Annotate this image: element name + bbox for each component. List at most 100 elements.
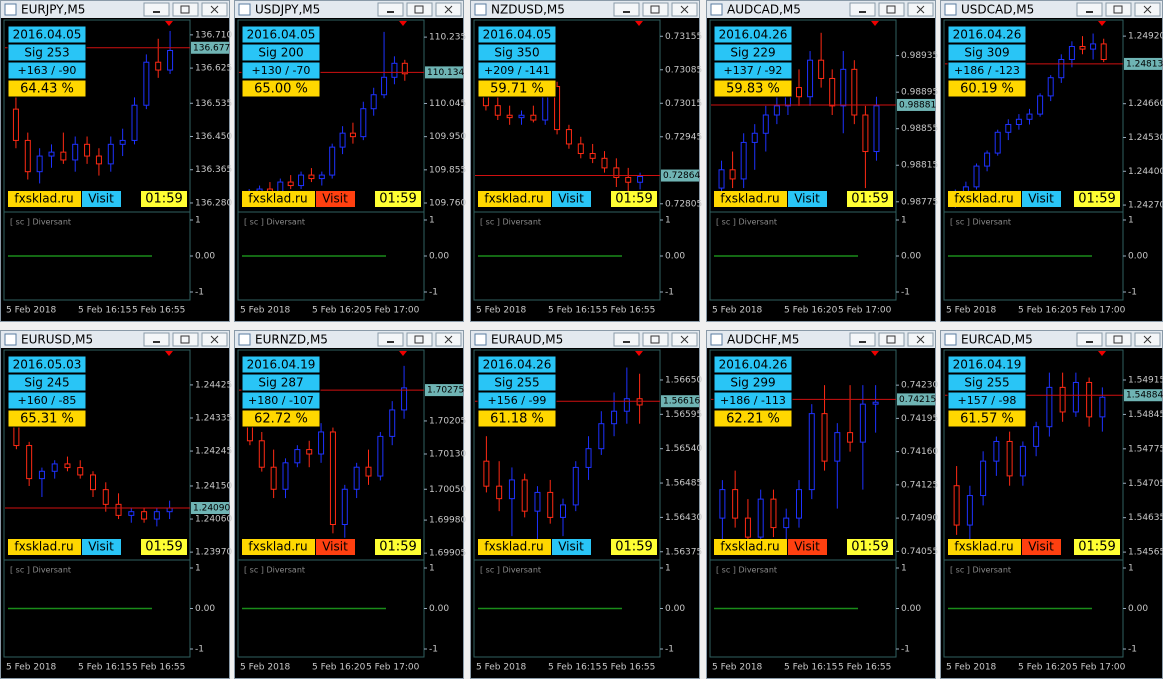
visit-button-box[interactable] — [316, 539, 355, 555]
timer: 01:59 — [1078, 192, 1115, 207]
signal-ratio: +137 / -92 — [724, 64, 783, 77]
candle-body — [64, 463, 71, 469]
maximize-button[interactable] — [172, 2, 199, 17]
candle-body — [287, 181, 294, 187]
candle-body — [1006, 440, 1013, 477]
signal-ratio-box — [947, 61, 1027, 80]
minimize-button[interactable] — [1076, 2, 1103, 17]
candle-body — [757, 498, 764, 538]
minimize-button[interactable] — [849, 2, 876, 17]
window-title: EURUSD,M5 — [21, 333, 93, 347]
y-tick-label: 1.56540 — [665, 444, 702, 454]
candle-body — [38, 470, 45, 480]
indicator-tick-label: -1 — [429, 645, 438, 655]
visit-button-box[interactable] — [1022, 539, 1061, 555]
visit-button[interactable]: Visit — [1028, 192, 1054, 206]
maximize-button[interactable] — [172, 332, 199, 347]
visit-button[interactable]: Visit — [322, 192, 348, 206]
candle-body — [994, 131, 1001, 154]
maximize-button[interactable] — [406, 2, 433, 17]
signal-ratio-box — [7, 61, 87, 80]
time-label: 5 Feb 16:15 — [78, 663, 131, 673]
timer: 01:59 — [851, 192, 888, 207]
candle-body — [84, 143, 91, 157]
site-box — [478, 539, 551, 555]
candle-body — [298, 174, 305, 187]
maximize-icon — [886, 335, 896, 344]
visit-button[interactable]: Visit — [558, 540, 584, 554]
visit-button-box[interactable] — [788, 191, 827, 207]
visit-button[interactable]: Visit — [322, 540, 348, 554]
signal-ratio: +157 / -98 — [958, 394, 1017, 407]
maximize-button[interactable] — [642, 2, 669, 17]
visit-button-box[interactable] — [82, 539, 121, 555]
time-label: 5 Feb 16:20 — [784, 306, 838, 316]
time-label: 5 Feb 2018 — [6, 663, 57, 673]
chart-shift-marker — [871, 21, 879, 26]
signal-date-box — [947, 355, 1027, 374]
window-icon — [474, 333, 487, 346]
price-label-box — [661, 169, 699, 182]
y-tick-label: 1.56430 — [665, 513, 702, 523]
candle-body — [360, 108, 367, 138]
chart-border — [3, 19, 191, 301]
maximize-button[interactable] — [1105, 332, 1132, 347]
visit-button[interactable]: Visit — [88, 192, 114, 206]
visit-button[interactable]: Visit — [558, 192, 584, 206]
signal-date: 2016.04.26 — [483, 358, 552, 372]
candle-body — [72, 143, 79, 161]
candle-body — [611, 410, 618, 425]
y-tick-label: 1.54705 — [1128, 479, 1163, 489]
visit-button[interactable]: Visit — [88, 540, 114, 554]
minimize-button[interactable] — [613, 2, 640, 17]
maximize-button[interactable] — [642, 332, 669, 347]
maximize-button[interactable] — [406, 332, 433, 347]
candle-body — [598, 423, 605, 450]
minimize-button[interactable] — [1076, 332, 1103, 347]
minimize-button[interactable] — [143, 332, 170, 347]
maximize-button[interactable] — [1105, 2, 1132, 17]
candle-body — [381, 76, 388, 96]
signal-count-box — [241, 373, 321, 392]
candle-body — [1090, 43, 1097, 50]
maximize-button[interactable] — [878, 332, 905, 347]
site-link: fxsklad.ru — [484, 540, 543, 554]
signal-percent: 61.57 % — [960, 412, 1014, 427]
visit-button[interactable]: Visit — [1028, 540, 1054, 554]
chart-border — [237, 19, 425, 301]
candle-body — [48, 151, 55, 157]
visit-button[interactable]: Visit — [794, 540, 820, 554]
signal-count: Sig 309 — [964, 46, 1009, 60]
candle-body — [518, 114, 525, 119]
minimize-button[interactable] — [849, 332, 876, 347]
y-tick-label: 0.74160 — [901, 447, 938, 457]
visit-button-box[interactable] — [552, 191, 591, 207]
candle-body — [389, 409, 396, 437]
visit-button-box[interactable] — [316, 191, 355, 207]
candle-body — [153, 511, 160, 520]
y-tick-label: 0.98895 — [901, 88, 938, 98]
site-box — [242, 539, 315, 555]
visit-button-box[interactable] — [788, 539, 827, 555]
window-title: AUDCHF,M5 — [727, 333, 799, 347]
visit-button[interactable]: Visit — [794, 192, 820, 206]
minimize-button[interactable] — [377, 332, 404, 347]
time-label: 5 Feb 17:00 — [366, 663, 420, 673]
indicator-title: [ sc ] Diversant — [244, 566, 305, 575]
y-tick-label: 0.73085 — [665, 65, 702, 75]
y-tick-label: 1.24400 — [1128, 167, 1163, 177]
visit-button-box[interactable] — [552, 539, 591, 555]
candle-body — [1005, 123, 1012, 133]
minimize-button[interactable] — [143, 2, 170, 17]
window-title: EURCAD,M5 — [961, 333, 1033, 347]
visit-button-box[interactable] — [1022, 191, 1061, 207]
candle-body — [796, 489, 802, 519]
maximize-button[interactable] — [878, 2, 905, 17]
minimize-button[interactable] — [377, 2, 404, 17]
signal-percent: 61.18 % — [490, 412, 544, 427]
minimize-button[interactable] — [613, 332, 640, 347]
visit-button-box[interactable] — [82, 191, 121, 207]
signal-count-box — [7, 373, 87, 392]
y-tick-label: 1.23970 — [195, 548, 232, 558]
indicator-title: [ sc ] Diversant — [480, 566, 541, 575]
